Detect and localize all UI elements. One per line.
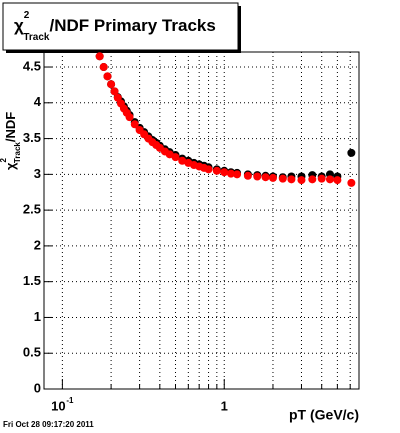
point [333,176,342,185]
point [233,170,242,179]
point [178,156,187,165]
point [95,52,104,61]
point [171,153,180,162]
x-tick-label: 10 [51,398,65,413]
y-tick-label: 2 [34,237,41,252]
point [278,174,287,183]
x-tick-exponent: -1 [66,396,74,405]
point [268,173,277,182]
point [297,176,306,185]
point [243,171,252,180]
y-tick-label: 0 [34,380,41,395]
point [317,174,326,183]
y-tick-label: 4.5 [23,58,41,73]
y-tick-label: 0.5 [23,345,41,360]
point [287,175,296,184]
point [99,63,108,72]
point [220,168,229,177]
x-tick-label: 1 [221,398,228,413]
y-tick-label: 3.5 [23,130,41,145]
point [110,87,119,96]
y-axis-label: χ2 Track/NDF [0,112,22,170]
point [130,120,139,129]
point [347,178,356,187]
title-box [2,2,239,51]
point [204,165,213,174]
point [347,148,356,157]
point [226,169,235,178]
y-tick-label: 2.5 [23,202,41,217]
x-axis-label: pT (GeV/c) [289,407,359,423]
plot-frame [43,51,360,390]
point [261,173,270,182]
footer: Fri Oct 28 09:17:20 2011 [3,420,94,429]
point [125,113,134,122]
y-tick-label: 1.5 [23,273,41,288]
y-tick-label: 3 [34,166,41,181]
y-tick-label: 1 [34,309,41,324]
point [308,175,317,184]
point [253,172,262,181]
point [107,80,116,89]
point [325,175,334,184]
point [103,72,112,81]
chart-title: χ2 Track/NDF Primary Tracks [14,10,216,43]
point [212,166,221,175]
y-tick-label: 4 [34,94,42,109]
